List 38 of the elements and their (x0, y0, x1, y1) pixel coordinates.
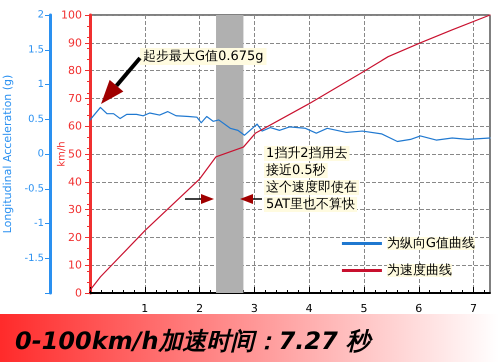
y-tick-label: 90 (68, 36, 82, 50)
legend-label: 为纵向G值曲线 (386, 236, 476, 251)
x-tick-label: 3 (250, 302, 258, 315)
y-tick-label: 60 (68, 120, 82, 133)
y-tick-label: 10 (68, 258, 82, 272)
y2-tick-label: -1 (34, 218, 44, 229)
y2-tick-label: 1.5 (28, 44, 44, 56)
y-tick-label: 0 (75, 286, 82, 300)
y-tick-label: 20 (68, 230, 82, 244)
y2-tick-label: 0.5 (28, 114, 44, 125)
line-series (89, 14, 491, 291)
y2-tick-label: -1.5 (24, 252, 44, 264)
x-tick-label: 2 (196, 302, 204, 315)
y-tick-label: 100 (61, 8, 82, 22)
annotation: 1挡升2挡用去 (266, 146, 348, 161)
annotation: 起步最大G值0.675g (143, 49, 264, 64)
annotation: 接近0.5秒 (266, 163, 326, 178)
y2-tick-label: -0.5 (24, 183, 44, 194)
x-tick-label: 7 (470, 302, 478, 315)
y-axis-title: km/h (56, 141, 68, 167)
y-tick-label: 70 (68, 92, 82, 105)
legend-label: 为速度曲线 (386, 262, 452, 278)
y-tick-label: 80 (68, 64, 82, 78)
x-tick-label: 1 (141, 302, 148, 315)
x-tick-label: 4 (306, 302, 313, 315)
y2-tick-label: 1 (38, 79, 44, 90)
line-series (89, 106, 491, 142)
text: 0-100km/h加速时间：7.27 秒 (15, 327, 374, 355)
y2-tick-label: 0 (38, 148, 44, 160)
y2-tick-label: 2 (38, 10, 44, 20)
annotation: 5AT里也不算快 (266, 197, 356, 212)
y-tick-label: 50 (68, 148, 82, 160)
y-tick-label: 40 (68, 175, 82, 188)
annotation: 这个速度即使在 (266, 179, 357, 195)
x-tick-label: 6 (415, 302, 422, 315)
y-tick-label: 30 (68, 203, 82, 216)
y2-axis-title: Longitudinal Acceleration (g) (1, 74, 14, 234)
x-tick-label: 5 (360, 302, 368, 315)
